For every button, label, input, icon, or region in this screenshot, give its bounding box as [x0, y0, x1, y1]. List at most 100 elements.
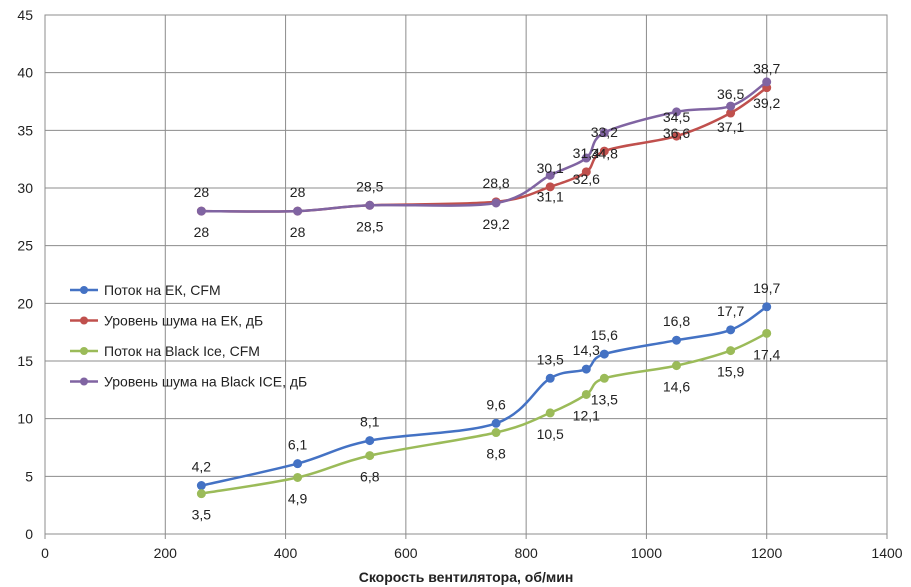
legend-marker: [80, 316, 88, 325]
y-tick-label: 40: [17, 65, 33, 81]
data-point: [581, 167, 591, 177]
data-label: 4,2: [192, 459, 212, 475]
data-label: 32,6: [573, 171, 600, 187]
series-2: [196, 83, 772, 216]
data-point: [365, 436, 375, 446]
data-label: 6,8: [360, 469, 380, 485]
legend-item: Уровень шума на ЕК, дБ: [70, 313, 263, 329]
x-tick-label: 400: [274, 545, 298, 561]
y-tick-label: 45: [17, 7, 33, 23]
x-tick-label: 0: [41, 545, 49, 561]
data-label: 28: [290, 184, 306, 200]
data-label: 3,5: [192, 507, 212, 523]
data-point: [491, 418, 501, 428]
y-tick-label: 5: [25, 468, 33, 484]
grid: [44, 14, 888, 535]
data-point: [581, 364, 591, 374]
data-point: [293, 459, 303, 469]
data-label: 28: [194, 224, 210, 240]
legend: Поток на ЕК, CFM Уровень шума на ЕК, дБ По…: [70, 282, 307, 390]
data-point: [599, 146, 609, 156]
legend-marker: [80, 286, 88, 294]
data-point: [726, 325, 736, 335]
data-label: 39,2: [753, 95, 780, 111]
data-label: 38,7: [753, 61, 780, 77]
legend-label: Уровень шума на ЕК, дБ: [104, 313, 263, 329]
data-point: [762, 328, 772, 338]
data-label: 30,1: [537, 160, 564, 176]
x-tick-label: 1000: [631, 545, 662, 561]
y-tick-label: 20: [17, 295, 33, 311]
data-label: 28: [290, 224, 306, 240]
series-1: [196, 302, 772, 491]
axes: 0 5 10 15 20 25 30 35 40 45 0 200 400 600 800 1000 1200 1…: [17, 7, 902, 561]
data-point: [545, 182, 555, 192]
data-label: 4,9: [288, 490, 308, 506]
data-label: 10,5: [537, 426, 564, 442]
x-tick-label: 1400: [871, 545, 902, 561]
legend-item: Поток на ЕК, CFM: [70, 282, 221, 298]
y-tick-label: 0: [25, 526, 33, 542]
data-label: 28,5: [356, 218, 383, 234]
series-4: [196, 77, 772, 216]
data-point: [672, 361, 681, 371]
data-label: 34,8: [591, 146, 618, 162]
data-point: [293, 472, 303, 482]
data-point: [491, 428, 501, 438]
data-label: 15,9: [717, 364, 744, 380]
data-point: [762, 77, 772, 87]
data-point: [491, 198, 501, 208]
data-label: 8,8: [486, 446, 506, 462]
data-point: [672, 335, 681, 345]
data-point: [672, 107, 681, 117]
legend-marker: [80, 347, 88, 355]
x-tick-label: 800: [514, 545, 538, 561]
data-point: [196, 481, 206, 491]
data-label: 12,1: [573, 407, 600, 423]
data-label: 8,1: [360, 414, 380, 430]
data-point: [196, 489, 206, 499]
data-point: [196, 206, 206, 216]
data-point: [726, 346, 736, 356]
data-label: 33,2: [591, 124, 618, 140]
data-label: 14,3: [573, 342, 600, 358]
data-point: [599, 128, 609, 138]
data-point: [581, 389, 591, 399]
data-point: [545, 373, 555, 383]
series-line: [201, 305, 768, 487]
legend-marker: [80, 377, 88, 386]
series-line: [201, 86, 768, 213]
y-tick-label: 10: [17, 411, 33, 427]
data-label: 28,5: [356, 178, 383, 194]
x-tick-label: 200: [154, 545, 178, 561]
data-point: [365, 200, 375, 210]
data-point: [365, 451, 375, 461]
data-label: 15,6: [591, 327, 618, 343]
data-label: 28: [194, 184, 210, 200]
y-tick-label: 35: [17, 122, 33, 138]
legend-label: Поток на ЕК, CFM: [104, 282, 221, 298]
legend-item: Уровень шума на Black ICE, дБ: [70, 374, 307, 390]
data-point: [293, 206, 303, 216]
data-point: [545, 408, 555, 418]
data-point: [581, 153, 591, 163]
data-label: 36,6: [663, 125, 690, 141]
data-label: 34,5: [663, 109, 690, 125]
legend-item: Поток на Black Ice, CFM: [70, 343, 260, 359]
data-label: 6,1: [288, 437, 308, 453]
data-point: [599, 349, 609, 359]
data-label: 28,8: [482, 175, 509, 191]
series-line: [201, 332, 768, 495]
data-label: 13,5: [537, 351, 564, 367]
x-axis-title: Скорость вентилятора, об/мин: [359, 569, 574, 585]
data-point: [726, 101, 736, 111]
data-label: 31,1: [537, 188, 564, 204]
data-label: 13,5: [591, 391, 618, 407]
y-tick-label: 15: [17, 353, 33, 369]
x-tick-label: 600: [394, 545, 418, 561]
data-label: 16,8: [663, 313, 690, 329]
data-label: 29,2: [482, 216, 509, 232]
data-label: 9,6: [486, 396, 506, 412]
legend-label: Поток на Black Ice, CFM: [104, 343, 260, 359]
